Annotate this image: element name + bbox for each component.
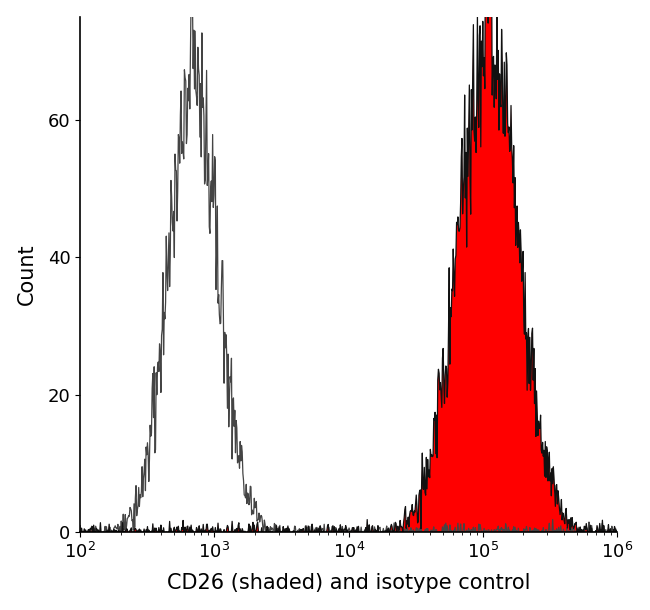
X-axis label: CD26 (shaded) and isotype control: CD26 (shaded) and isotype control: [167, 573, 530, 594]
Y-axis label: Count: Count: [17, 244, 36, 306]
